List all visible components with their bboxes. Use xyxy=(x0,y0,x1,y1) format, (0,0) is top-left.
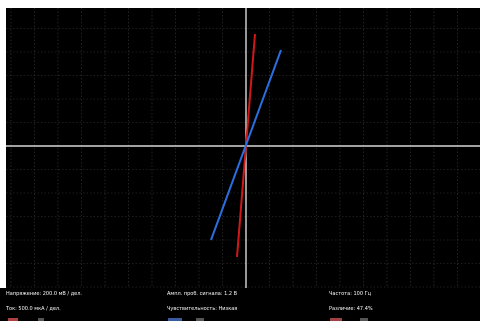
ivc-display xyxy=(6,8,480,288)
cut-off-control[interactable] xyxy=(360,318,368,321)
ivc-plot xyxy=(6,8,480,288)
probe-amplitude-label: Ампл. проб. сигнала: 1.2 В xyxy=(167,291,238,297)
cut-off-control[interactable] xyxy=(38,318,44,321)
frequency-label: Частота: 100 Гц xyxy=(329,291,372,297)
cut-off-control[interactable] xyxy=(330,318,342,321)
bottom-strip xyxy=(0,318,480,321)
cut-off-control[interactable] xyxy=(196,318,204,321)
sensitivity-label: Чувствительность: Низкая xyxy=(167,306,238,312)
status-bar: Напряжение: 200.0 мВ / дел. Ампл. проб. … xyxy=(0,288,480,321)
voltage-per-div-label: Напряжение: 200.0 мВ / дел. xyxy=(6,291,83,297)
difference-label: Различие: 47.4% xyxy=(329,306,373,312)
measured-trace xyxy=(210,49,282,241)
grid xyxy=(6,8,480,288)
cut-off-control[interactable] xyxy=(168,318,182,321)
cut-off-control[interactable] xyxy=(8,318,18,321)
current-per-div-label: Ток: 500.0 мкА / дел. xyxy=(6,306,61,312)
